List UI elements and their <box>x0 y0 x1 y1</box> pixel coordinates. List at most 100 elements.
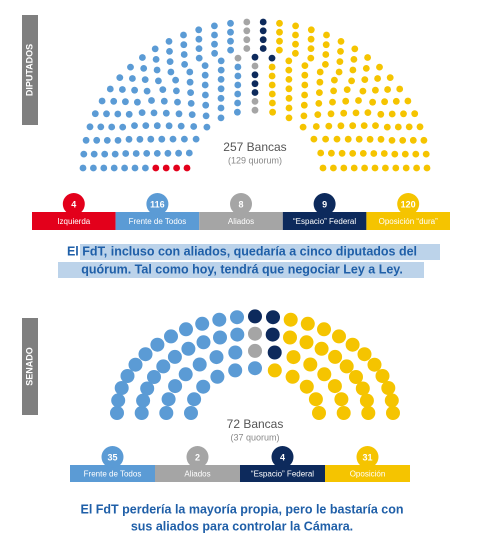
seat <box>394 123 402 131</box>
seat <box>268 72 276 80</box>
seat <box>411 110 419 118</box>
party-seats <box>267 312 400 420</box>
seat <box>172 76 180 84</box>
seat <box>110 97 118 105</box>
seat <box>268 54 276 62</box>
seat <box>243 36 251 44</box>
seat <box>328 349 343 364</box>
seat <box>90 164 97 172</box>
seat <box>155 77 162 85</box>
seat <box>243 27 251 35</box>
seat <box>234 63 242 71</box>
seat <box>178 367 193 382</box>
legend-box <box>155 465 240 482</box>
seat <box>423 164 431 172</box>
value-label: 8 <box>238 199 243 209</box>
seat <box>269 108 276 116</box>
seat <box>265 327 280 342</box>
seat <box>384 393 399 408</box>
quorum: (129 quorum) <box>228 155 282 165</box>
seat <box>308 392 323 407</box>
seat <box>366 135 374 143</box>
seat <box>377 110 385 118</box>
legend-box <box>366 212 450 230</box>
section-label-bg <box>22 318 38 415</box>
seat <box>243 18 251 26</box>
seat <box>152 164 160 172</box>
seat <box>371 164 379 172</box>
seat <box>340 109 348 117</box>
seat <box>151 45 159 53</box>
seat <box>328 149 335 157</box>
seat <box>307 35 315 43</box>
seat <box>148 97 155 104</box>
seat <box>361 406 376 420</box>
seat <box>268 63 276 71</box>
seat <box>315 100 323 107</box>
seat <box>188 111 196 118</box>
seat <box>184 406 198 420</box>
seat <box>312 123 320 130</box>
seat <box>217 114 225 122</box>
seat <box>251 80 259 88</box>
seat <box>285 94 293 102</box>
seat <box>362 65 370 72</box>
seat <box>125 135 133 143</box>
seat <box>195 316 210 331</box>
value-badge <box>313 193 336 215</box>
seat <box>312 406 326 420</box>
seat <box>316 89 323 96</box>
seat <box>307 26 315 34</box>
seat <box>400 110 407 118</box>
seat <box>248 361 262 376</box>
seat <box>412 150 420 158</box>
seat <box>185 149 193 157</box>
seat <box>165 38 173 45</box>
seat <box>360 122 368 129</box>
total-seats: 72 Bancas <box>227 417 284 431</box>
seat <box>159 406 174 420</box>
seat <box>79 164 87 172</box>
seat <box>359 87 367 95</box>
seat <box>381 98 388 106</box>
seat <box>211 22 218 30</box>
seat <box>234 54 242 62</box>
seat <box>234 81 242 89</box>
seat <box>359 150 367 157</box>
seat <box>342 97 350 105</box>
seat <box>364 54 371 61</box>
legend-box <box>282 212 367 230</box>
seat <box>375 369 390 383</box>
seat <box>217 85 225 93</box>
seat <box>234 108 241 116</box>
seat <box>156 359 171 374</box>
seat <box>97 123 105 131</box>
seat <box>128 357 143 372</box>
seat <box>173 87 180 95</box>
seat <box>142 164 149 172</box>
caption-highlight <box>58 262 424 278</box>
seat <box>337 122 345 130</box>
seat <box>111 150 119 158</box>
seat <box>138 109 146 116</box>
party-seats <box>251 18 276 96</box>
value-badge <box>146 193 169 215</box>
seat <box>283 330 297 345</box>
seat <box>159 86 167 93</box>
seat <box>114 137 122 144</box>
seat <box>196 335 211 350</box>
seat <box>187 100 195 107</box>
seat <box>162 109 170 117</box>
seat <box>98 97 106 105</box>
seat <box>116 74 124 81</box>
seat <box>203 123 211 131</box>
seat <box>131 164 139 172</box>
seat <box>80 150 88 158</box>
seat <box>183 164 191 172</box>
seat <box>268 90 276 98</box>
seat <box>177 122 185 130</box>
seat <box>251 89 259 96</box>
seat <box>339 359 354 374</box>
seat <box>340 164 348 172</box>
seat <box>322 135 329 143</box>
